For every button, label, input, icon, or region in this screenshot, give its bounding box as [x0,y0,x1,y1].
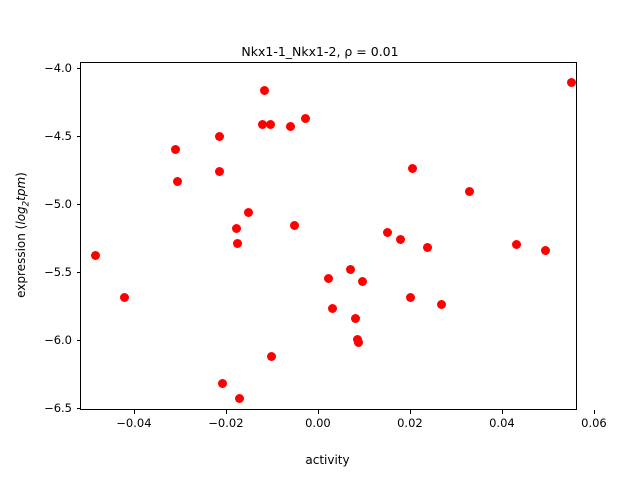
y-axis-tick [77,407,81,409]
x-axis-tick-label: 0.00 [305,416,331,430]
data-point [354,338,364,347]
x-axis-label: activity [305,453,350,467]
y-axis-label: expression (log2tpm) [12,62,32,408]
data-point [511,240,521,250]
data-point [244,207,254,217]
data-point [259,85,269,95]
data-point [436,300,446,310]
x-axis-tick-label: 0.06 [581,416,607,430]
y-axis-tick-label: −4.0 [44,61,72,76]
data-point [258,119,268,129]
data-point [173,176,183,186]
y-axis-tick [77,271,81,273]
y-axis-label-log: log [14,206,28,225]
y-axis-label-subscript: 2 [21,200,32,207]
data-point [214,131,224,141]
y-axis-tick-label: −5.5 [44,264,72,279]
data-point [465,187,475,197]
data-point [215,167,225,177]
x-axis-tick [593,410,595,414]
plot-data-area [81,63,576,409]
data-point [422,243,432,253]
data-point [301,114,311,124]
data-point [233,238,243,248]
x-axis-tick [225,410,227,414]
x-axis-tick [317,410,319,414]
plot-axes: −0.04 −0.02 0.00 0.02 0.04 0.06 −4.0 −4.5 −5.0 −5… [44,61,607,430]
data-point [231,224,241,234]
y-axis-tick-label: −4.5 [44,129,72,144]
y-axis-label-prefix: expression ( [14,224,28,298]
data-point [405,293,415,303]
data-point [170,145,180,155]
x-axis-tick-label: 0.04 [489,416,515,430]
data-point [396,234,406,244]
x-axis-tick-label: 0.02 [397,416,423,430]
x-axis-tick [133,410,135,414]
y-axis-label-suffix: ) [14,172,28,177]
data-point [345,264,355,274]
data-point [120,293,130,303]
data-point [541,245,551,255]
y-axis-tick-label: −5.0 [44,197,72,212]
data-point [265,119,275,129]
y-axis-tick [77,204,81,206]
data-point [351,313,361,323]
data-point [286,122,296,132]
data-point [408,164,418,174]
data-point [328,304,338,314]
chart-title-line-1: Nkx1-1_Nkx1-2, ρ = 0.01 [241,44,399,59]
data-point [267,351,277,361]
y-axis-tick [77,136,81,138]
y-axis-tick [77,68,81,70]
data-point [90,251,100,261]
data-point [567,77,576,87]
x-axis-tick [409,410,411,414]
data-point [383,228,393,238]
y-axis-tick-label: −6.5 [44,400,72,415]
x-axis-tick-label: −0.04 [116,416,152,430]
y-axis-tick [77,339,81,341]
data-point [218,378,228,388]
data-point [290,221,300,231]
y-axis-tick-label: −6.0 [44,332,72,347]
data-point [235,393,245,403]
x-axis-tick-label: −0.02 [208,416,244,430]
data-point [323,274,333,284]
y-axis-label-tpm: tpm [14,176,28,201]
data-point [357,276,367,286]
x-axis-tick [501,410,503,414]
